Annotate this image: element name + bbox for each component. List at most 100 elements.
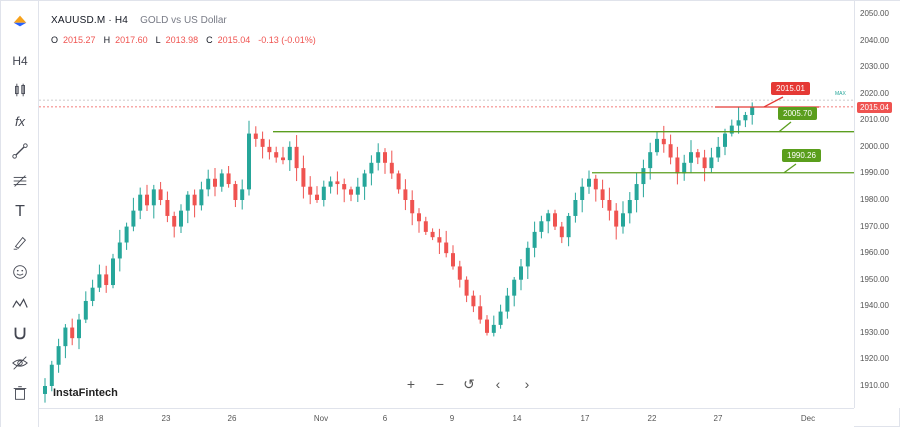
resistance-level-tag[interactable]: 2015.01 bbox=[771, 82, 810, 95]
emoji-icon[interactable] bbox=[6, 260, 34, 284]
delete-icon[interactable] bbox=[6, 381, 34, 405]
price-chart[interactable] bbox=[39, 1, 854, 408]
low-label: L bbox=[155, 35, 161, 45]
price-tick-label: 2030.00 bbox=[860, 62, 889, 72]
fib-icon[interactable] bbox=[6, 169, 34, 193]
text-tool-label: T bbox=[15, 203, 25, 220]
logo-icon[interactable] bbox=[6, 9, 34, 33]
time-tick-label: 27 bbox=[713, 414, 723, 423]
price-tick-label: 1980.00 bbox=[860, 195, 889, 204]
candle bbox=[641, 159, 646, 198]
candle bbox=[689, 140, 693, 174]
max-marker: MAX bbox=[835, 91, 846, 97]
time-tick-label: 9 bbox=[449, 414, 455, 423]
candle bbox=[301, 155, 306, 199]
candle bbox=[491, 315, 496, 337]
chart-pane[interactable] bbox=[39, 1, 854, 408]
candle bbox=[457, 260, 462, 288]
candle bbox=[532, 221, 537, 258]
candles-icon[interactable] bbox=[6, 78, 34, 102]
scroll-right-button[interactable]: › bbox=[515, 373, 539, 395]
time-axis[interactable]: 18 23 26 Nov 6 9 14 17 22 27 Dec bbox=[39, 408, 854, 427]
candle bbox=[83, 291, 88, 324]
magnet-icon[interactable] bbox=[6, 321, 34, 345]
line-tool-icon[interactable] bbox=[6, 139, 34, 163]
open-value: 2015.27 bbox=[63, 35, 96, 45]
high-value: 2017.60 bbox=[115, 35, 148, 45]
candle bbox=[355, 177, 360, 203]
candle bbox=[580, 178, 585, 213]
time-tick-label: 18 bbox=[94, 414, 104, 423]
candle bbox=[349, 186, 353, 202]
candle bbox=[165, 191, 170, 223]
price-tick-label: 1940.00 bbox=[860, 301, 889, 311]
candle bbox=[553, 209, 557, 230]
candle bbox=[695, 148, 700, 165]
candle bbox=[655, 131, 659, 156]
price-tick-label: 2010.00 bbox=[860, 115, 889, 125]
time-tick-label: 14 bbox=[512, 414, 522, 423]
time-tick-label: 26 bbox=[227, 414, 237, 423]
zoom-out-button[interactable]: − bbox=[428, 373, 452, 395]
resistance-tag-connector bbox=[763, 96, 784, 108]
high-label: H bbox=[103, 35, 111, 45]
candle bbox=[267, 139, 272, 160]
close-value: 2015.04 bbox=[217, 35, 251, 45]
candle bbox=[281, 146, 285, 165]
candle bbox=[648, 142, 653, 180]
close-label: C bbox=[206, 35, 213, 45]
candle bbox=[423, 216, 428, 235]
candle bbox=[111, 253, 115, 289]
price-tick-label: 1920.00 bbox=[860, 354, 889, 364]
candle bbox=[77, 313, 81, 350]
chart-legend: XAUUSD.M · H4 GOLD vs US Dollar O 2015.2… bbox=[51, 15, 319, 45]
candle bbox=[478, 295, 483, 324]
support-level-tag[interactable]: 1990.26 bbox=[782, 149, 821, 162]
price-tick-label: 1930.00 bbox=[860, 327, 889, 337]
brand-watermark: InstaFintech bbox=[53, 387, 118, 399]
change-value: -0.13 (-0.01%) bbox=[258, 35, 316, 45]
candle bbox=[403, 179, 408, 211]
candle bbox=[342, 178, 347, 203]
candle bbox=[389, 150, 394, 179]
candle bbox=[185, 191, 190, 224]
open-label: O bbox=[51, 35, 59, 45]
price-tick-label: 2000.00 bbox=[860, 141, 889, 151]
candle bbox=[485, 315, 489, 336]
candle bbox=[145, 184, 149, 211]
reset-chart-button[interactable]: ↺ bbox=[457, 373, 481, 395]
indicators-label: fx bbox=[14, 113, 26, 129]
candle bbox=[661, 125, 666, 153]
pattern-icon[interactable] bbox=[6, 291, 34, 315]
candle bbox=[607, 187, 612, 221]
timeframe-label: H4 bbox=[12, 54, 28, 68]
candle bbox=[260, 131, 265, 159]
price-tick-label: 1950.00 bbox=[860, 274, 889, 284]
indicators-icon[interactable]: fx bbox=[6, 109, 34, 133]
price-tick-label: 1910.00 bbox=[860, 381, 889, 390]
time-tick-label: Dec bbox=[800, 414, 816, 423]
price-tick-label: 2050.00 bbox=[860, 9, 889, 18]
price-axis[interactable]: 2050.00 2040.00 2030.00 2020.00 2010.00 2000.… bbox=[854, 1, 900, 408]
hide-icon[interactable] bbox=[6, 351, 34, 375]
timeframe-icon[interactable]: H4 bbox=[6, 49, 34, 73]
brush-icon[interactable] bbox=[6, 230, 34, 254]
candle bbox=[736, 107, 741, 134]
candle bbox=[206, 169, 211, 197]
time-tick-label: 6 bbox=[382, 414, 388, 423]
scroll-left-button[interactable]: ‹ bbox=[486, 373, 510, 395]
candle bbox=[56, 338, 61, 373]
candle bbox=[437, 228, 442, 255]
symbol-label[interactable]: XAUUSD.M · H4 bbox=[51, 15, 129, 26]
candle bbox=[709, 147, 714, 173]
candle bbox=[430, 228, 435, 241]
candle bbox=[512, 276, 517, 307]
zoom-in-button[interactable]: + bbox=[399, 373, 423, 395]
text-icon[interactable]: T bbox=[6, 200, 34, 224]
pivot-level-tag[interactable]: 2005.70 bbox=[778, 107, 817, 120]
candle bbox=[587, 170, 591, 194]
candle bbox=[464, 276, 469, 303]
candle bbox=[369, 155, 374, 186]
candle bbox=[226, 165, 231, 188]
candle bbox=[287, 141, 292, 171]
